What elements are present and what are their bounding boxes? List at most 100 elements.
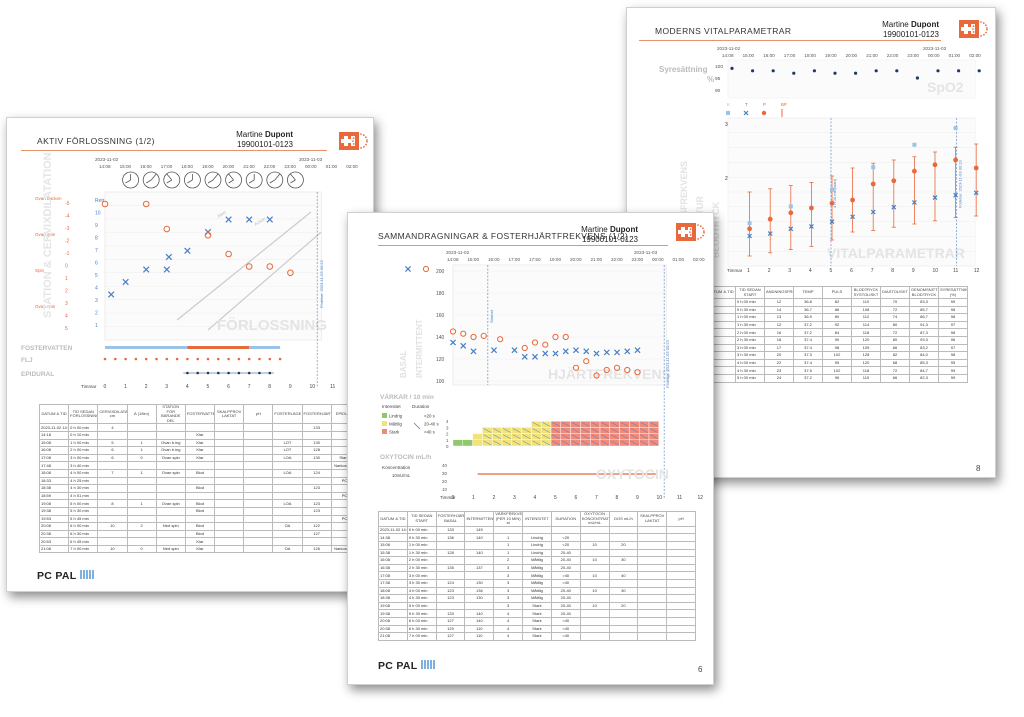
- table-cell: [243, 430, 274, 440]
- hours-label: Timmar: [727, 268, 743, 273]
- table-cell: 123: [301, 499, 332, 508]
- table-cell: 128: [301, 446, 332, 455]
- table-cell: 21:08: [378, 632, 408, 641]
- table-row: 20:38 6 h 30 min Blod 127: [38, 529, 362, 539]
- table-cell: [155, 484, 186, 493]
- table-cell: >40: [550, 578, 581, 588]
- contraction-y: 1: [446, 438, 449, 443]
- spo2-mark: [812, 69, 816, 73]
- time-tick: 23:00: [907, 53, 919, 58]
- contraction-y: 2: [446, 432, 449, 437]
- time-tick: 19:00: [825, 53, 837, 58]
- duration-mark: [551, 428, 560, 433]
- table-cell: [637, 540, 668, 550]
- brand-bars-icon: [420, 660, 436, 672]
- action-line: [207, 231, 322, 331]
- table-cell: 1: [493, 533, 524, 542]
- table-cell: 95: [822, 358, 852, 368]
- table-cell: Stark: [522, 616, 552, 626]
- spo2-mark: [833, 71, 837, 75]
- table-cell: 130: [301, 453, 332, 463]
- duration-mark: [591, 434, 600, 440]
- table-cell: 123: [301, 484, 332, 493]
- table-cell: [243, 491, 274, 501]
- table-cell: 37.2: [793, 328, 823, 337]
- patient-last-name: Dupont: [265, 130, 293, 139]
- side-label: STATION & CERVIXDILATATION: [42, 152, 54, 318]
- table-cell: 16: [764, 328, 794, 337]
- table-cell: 85,3: [909, 358, 939, 368]
- table-cell: [155, 461, 186, 470]
- duration-mark: [561, 428, 570, 433]
- time-tick: 15:00: [120, 164, 132, 169]
- table-cell: 1: [493, 540, 524, 550]
- fhr-intermittent-mark: [593, 350, 600, 357]
- pulse-mark: [850, 197, 855, 203]
- legend-circle: [422, 265, 430, 273]
- duration-mark: [532, 428, 541, 433]
- patient-info: Martine Dupont 19900101-0123: [581, 225, 638, 245]
- y-label-station: 5: [65, 326, 68, 332]
- table-row: 18:38 4 h 30 min 123 130 3 Måttlig 20-40: [378, 594, 696, 603]
- table-cell: 6 h 30 min: [406, 624, 437, 634]
- page-title: MODERNS VITALPARAMETRAR: [655, 26, 792, 36]
- table-cell: [97, 506, 128, 516]
- table-cell: 70: [880, 298, 910, 307]
- table-cell: 13: [764, 313, 794, 322]
- table-header: TEMP: [793, 286, 823, 299]
- time-tick: 01:00: [673, 257, 685, 262]
- temp-mark: [788, 226, 794, 232]
- table-cell: 15:08: [38, 438, 70, 448]
- oxytocin-y: 40: [442, 463, 447, 468]
- pulse-mark: [747, 226, 752, 232]
- table-cell: 22: [764, 358, 794, 368]
- fhr-intermittent-mark: [613, 349, 621, 356]
- spo2-mark: [936, 69, 940, 73]
- duration-icon: [413, 422, 421, 430]
- table-cell: [301, 537, 332, 546]
- time-tick: 16:00: [763, 53, 775, 58]
- table-cell: [243, 423, 274, 432]
- table-cell: 19:53: [38, 514, 70, 524]
- table-header: INTENSITET: [522, 511, 552, 527]
- table-cell: 5 h 45 min: [68, 514, 99, 524]
- table-cell: >40: [550, 624, 581, 634]
- logo-icon: [339, 132, 368, 150]
- table-cell: Klar: [184, 446, 216, 455]
- contraction-y: 4: [446, 419, 449, 424]
- spo2-mark: [957, 69, 961, 73]
- table-cell: [243, 514, 274, 524]
- table-cell: 3 h 00 min: [406, 571, 437, 580]
- fhr-intermittent-mark: [624, 348, 631, 355]
- fhr-intermittent-mark: [542, 350, 549, 357]
- date-start: 2023-11-02: [95, 157, 119, 162]
- fhr-basal-mark: [449, 328, 457, 335]
- hours-tick: 8: [616, 495, 619, 501]
- duration-mark: [640, 421, 649, 427]
- time-tick: 15:00: [468, 257, 480, 262]
- table-cell: [126, 491, 157, 501]
- duration-mark: [610, 440, 619, 446]
- resp-mark: [912, 142, 917, 147]
- fhr-y-label: 100: [436, 379, 445, 385]
- table-cell: 110: [851, 298, 881, 307]
- table-cell: [435, 540, 466, 550]
- table-cell: [243, 453, 274, 463]
- table-row: 5 h 00 min 24 37.2 96 115 66 82,3 99: [706, 373, 968, 383]
- side-label-intermittent: INTERMITTENT: [415, 319, 424, 378]
- table-cell: 128: [851, 351, 881, 360]
- table-cell: 122: [301, 522, 332, 531]
- table-cell: [97, 461, 128, 470]
- table-cell: 2023-11-02 14:08: [378, 525, 408, 535]
- dilatation-mark: [245, 216, 253, 223]
- table-cell: [214, 430, 245, 440]
- spo2-mark: [977, 69, 981, 73]
- dilatation-mark: [184, 247, 191, 254]
- duration-mark: [640, 440, 649, 446]
- spo2-mark: [730, 66, 734, 70]
- pulse-mark: [829, 200, 835, 206]
- table-cell: 20:38: [378, 624, 408, 634]
- table-cell: [243, 468, 274, 478]
- watermark-oxy: OXYTOCIN: [596, 466, 669, 482]
